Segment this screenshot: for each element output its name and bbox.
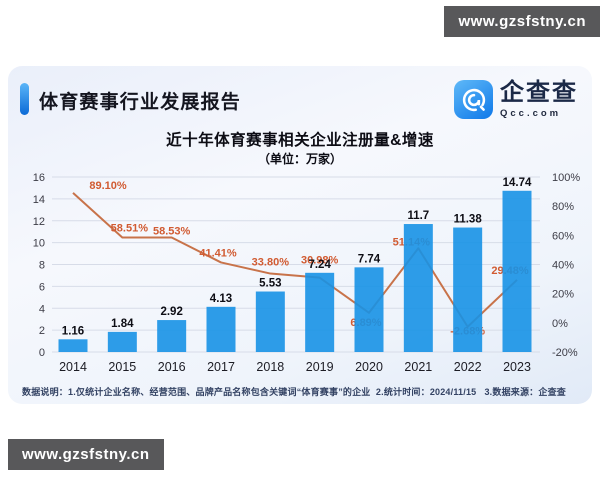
report-title: 体育赛事行业发展报告 <box>39 92 242 113</box>
growth-line <box>72 192 518 328</box>
left-axis-tick: 8 <box>39 260 45 272</box>
right-axis-tick: 0% <box>552 318 568 330</box>
right-axis-tick: 40% <box>552 260 574 272</box>
qcc-logo-name: 企查查 <box>500 78 578 106</box>
bar-2023 <box>502 190 532 352</box>
bar-value-label: 11.7 <box>407 210 429 222</box>
qcc-logo-icon <box>454 80 493 119</box>
year-label: 2022 <box>454 360 482 374</box>
growth-label: 89.10% <box>89 180 127 192</box>
bar-value-label: 2.92 <box>160 306 182 318</box>
bar-2019 <box>305 272 335 352</box>
year-label: 2019 <box>306 360 334 374</box>
left-axis-tick: 6 <box>39 281 45 293</box>
left-axis-tick: 10 <box>33 238 45 250</box>
bar-line-chart: 89.10%58.51%58.53%41.41%33.80%30.98%6.89… <box>33 172 581 374</box>
data-footnote: 数据说明：1.仅统计企业名称、经营范围、品牌产品名称包含关键词“体育赛事”的企业… <box>22 387 566 397</box>
year-label: 2018 <box>256 360 284 374</box>
year-label: 2014 <box>59 360 87 374</box>
left-axis-tick: 4 <box>39 303 45 315</box>
bar-value-label: 4.13 <box>210 293 232 305</box>
qcc-logo: 企查查 Qcc.com <box>454 80 578 119</box>
watermark-top: www.gzsfstny.cn <box>444 6 600 37</box>
bar-value-label: 5.53 <box>259 278 281 290</box>
year-label: 2023 <box>503 360 531 374</box>
right-axis-tick: 60% <box>552 230 574 242</box>
bar-value-labels: 1.16 1.84 2.92 4.13 5.53 7.24 7.74 11.7 11.38 14.… <box>62 177 532 338</box>
bar-2017 <box>206 306 236 352</box>
year-label: 2021 <box>404 360 432 374</box>
left-axis-tick: 14 <box>33 194 45 206</box>
left-axis-tick: 0 <box>39 347 45 359</box>
bar-value-label: 14.74 <box>503 177 532 189</box>
left-axis-tick: 12 <box>33 216 45 228</box>
bar-2018 <box>255 291 285 352</box>
axis-labels: 16 14 12 10 8 6 4 2 0 100% 80% 60% 40% 20% 0% -20% 2014 2… <box>33 172 581 374</box>
left-axis-tick: 16 <box>33 172 45 184</box>
bar-value-label: 7.74 <box>358 253 381 265</box>
year-label: 2015 <box>108 360 136 374</box>
year-label: 2020 <box>355 360 383 374</box>
qcc-at-glyph <box>462 88 485 111</box>
bar-2016 <box>157 320 187 352</box>
right-axis-tick: -20% <box>552 347 578 359</box>
title-accent-bar <box>20 83 29 115</box>
growth-label: 41.41% <box>199 247 237 259</box>
chart-title: 近十年体育赛事相关企业注册量&增速 <box>166 132 434 149</box>
qcc-logo-text: 企查查 Qcc.com <box>500 78 578 119</box>
growth-label: 30.98% <box>301 255 339 267</box>
year-label: 2017 <box>207 360 235 374</box>
chart-subtitle: （单位：万家） <box>257 152 342 166</box>
growth-label: 58.51% <box>111 223 149 235</box>
watermark-bottom: www.gzsfstny.cn <box>8 439 164 470</box>
bar-value-label: 1.84 <box>111 318 134 330</box>
right-axis-tick: 100% <box>552 172 580 184</box>
bar-series <box>58 190 532 352</box>
right-axis-tick: 20% <box>552 289 574 301</box>
growth-label: 33.80% <box>252 257 290 269</box>
qcc-logo-domain: Qcc.com <box>500 107 562 119</box>
left-axis-tick: 2 <box>39 325 45 337</box>
bar-value-label: 1.16 <box>62 325 84 337</box>
bar-2021 <box>403 224 433 352</box>
bar-value-label: 7.24 <box>308 259 331 271</box>
bar-2015 <box>107 331 137 352</box>
bar-2022 <box>453 227 483 352</box>
bar-2014 <box>58 339 88 352</box>
year-label: 2016 <box>158 360 186 374</box>
bar-2020 <box>354 267 384 352</box>
bar-value-label: 11.38 <box>454 214 483 226</box>
report-card: 体育赛事行业发展报告 企查查 Qcc.com 近十年体育赛事相关企业注册量&增速… <box>8 66 592 404</box>
growth-label: 58.53% <box>153 225 191 237</box>
right-axis-tick: 80% <box>552 201 574 213</box>
